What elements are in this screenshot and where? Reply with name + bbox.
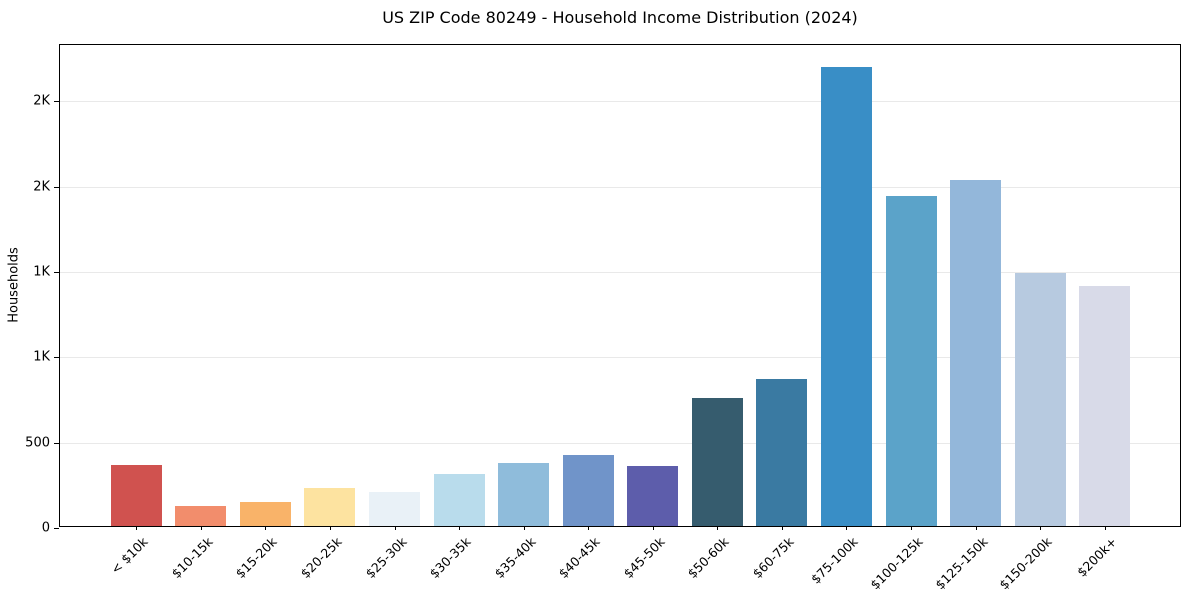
y-tick-label: 2K bbox=[33, 179, 50, 195]
bar bbox=[1014, 273, 1066, 526]
chart-title: US ZIP Code 80249 - Household Income Dis… bbox=[382, 8, 858, 27]
x-tick-mark bbox=[975, 526, 977, 530]
bar bbox=[175, 505, 227, 526]
y-tick-mark bbox=[54, 528, 59, 529]
y-tick-mark bbox=[54, 186, 59, 188]
x-tick-mark bbox=[136, 526, 138, 530]
x-tick-mark bbox=[459, 526, 461, 530]
bar bbox=[820, 66, 872, 526]
y-tick-mark bbox=[54, 101, 59, 103]
y-tick-mark bbox=[54, 357, 59, 359]
bar bbox=[562, 455, 614, 526]
x-tick-mark bbox=[1040, 526, 1042, 530]
bar bbox=[433, 473, 485, 526]
x-tick-label: $60-75k bbox=[749, 534, 797, 582]
gridline bbox=[60, 357, 1180, 359]
x-tick-label: $50-60k bbox=[684, 534, 732, 582]
x-tick-mark bbox=[329, 526, 331, 530]
x-tick-label: $75-100k bbox=[808, 534, 862, 587]
bar bbox=[950, 179, 1002, 526]
x-tick-mark bbox=[394, 526, 396, 530]
bar bbox=[110, 465, 162, 526]
x-tick-label: $30-35k bbox=[426, 534, 474, 582]
bar bbox=[691, 398, 743, 526]
bar bbox=[885, 195, 937, 526]
x-tick-label: $15-20k bbox=[232, 534, 280, 582]
x-tick-mark bbox=[781, 526, 783, 530]
y-tick-label: 1K bbox=[33, 264, 50, 280]
gridline bbox=[60, 186, 1180, 188]
x-tick-label: $35-40k bbox=[491, 534, 539, 582]
y-tick-label: 500 bbox=[25, 435, 50, 451]
x-tick-mark bbox=[652, 526, 654, 530]
x-tick-mark bbox=[717, 526, 719, 530]
x-tick-label: $100-125k bbox=[867, 534, 926, 590]
bar bbox=[1079, 286, 1131, 526]
bar bbox=[369, 491, 421, 526]
x-tick-mark bbox=[588, 526, 590, 530]
y-tick-mark bbox=[54, 442, 59, 444]
x-tick-label: $25-30k bbox=[362, 534, 410, 582]
gridline bbox=[60, 442, 1180, 444]
x-tick-label: $125-150k bbox=[931, 534, 991, 590]
x-tick-mark bbox=[846, 526, 848, 530]
x-tick-label: $45-50k bbox=[620, 534, 668, 582]
x-tick-label: $40-45k bbox=[555, 534, 603, 582]
plot-area: 0 500 1K 1K 2K 2K < $10k $10-15k $15-20k $20-25k $… bbox=[25, 44, 1181, 590]
y-tick-label: 1K bbox=[33, 349, 50, 365]
y-tick-label: 0 bbox=[41, 520, 50, 536]
bar bbox=[756, 379, 808, 526]
x-tick-mark bbox=[200, 526, 202, 530]
x-tick-label: $20-25k bbox=[297, 534, 345, 582]
bar bbox=[304, 488, 356, 526]
x-tick-label: $200k+ bbox=[1073, 534, 1120, 580]
gridline bbox=[60, 101, 1180, 103]
bar bbox=[239, 502, 291, 526]
gridline bbox=[60, 271, 1180, 273]
bar bbox=[498, 462, 550, 526]
y-tick-label: 2K bbox=[33, 93, 50, 109]
y-tick-mark bbox=[54, 271, 59, 273]
x-tick-label: < $10k bbox=[108, 534, 151, 577]
y-axis-label: Households bbox=[6, 247, 22, 323]
x-tick-mark bbox=[911, 526, 912, 530]
x-tick-mark bbox=[265, 526, 267, 530]
x-tick-mark bbox=[1104, 526, 1106, 530]
x-tick-mark bbox=[523, 526, 525, 530]
bar bbox=[627, 466, 679, 526]
x-tick-label: $10-15k bbox=[168, 534, 216, 582]
x-tick-label: $150-200k bbox=[996, 534, 1055, 590]
